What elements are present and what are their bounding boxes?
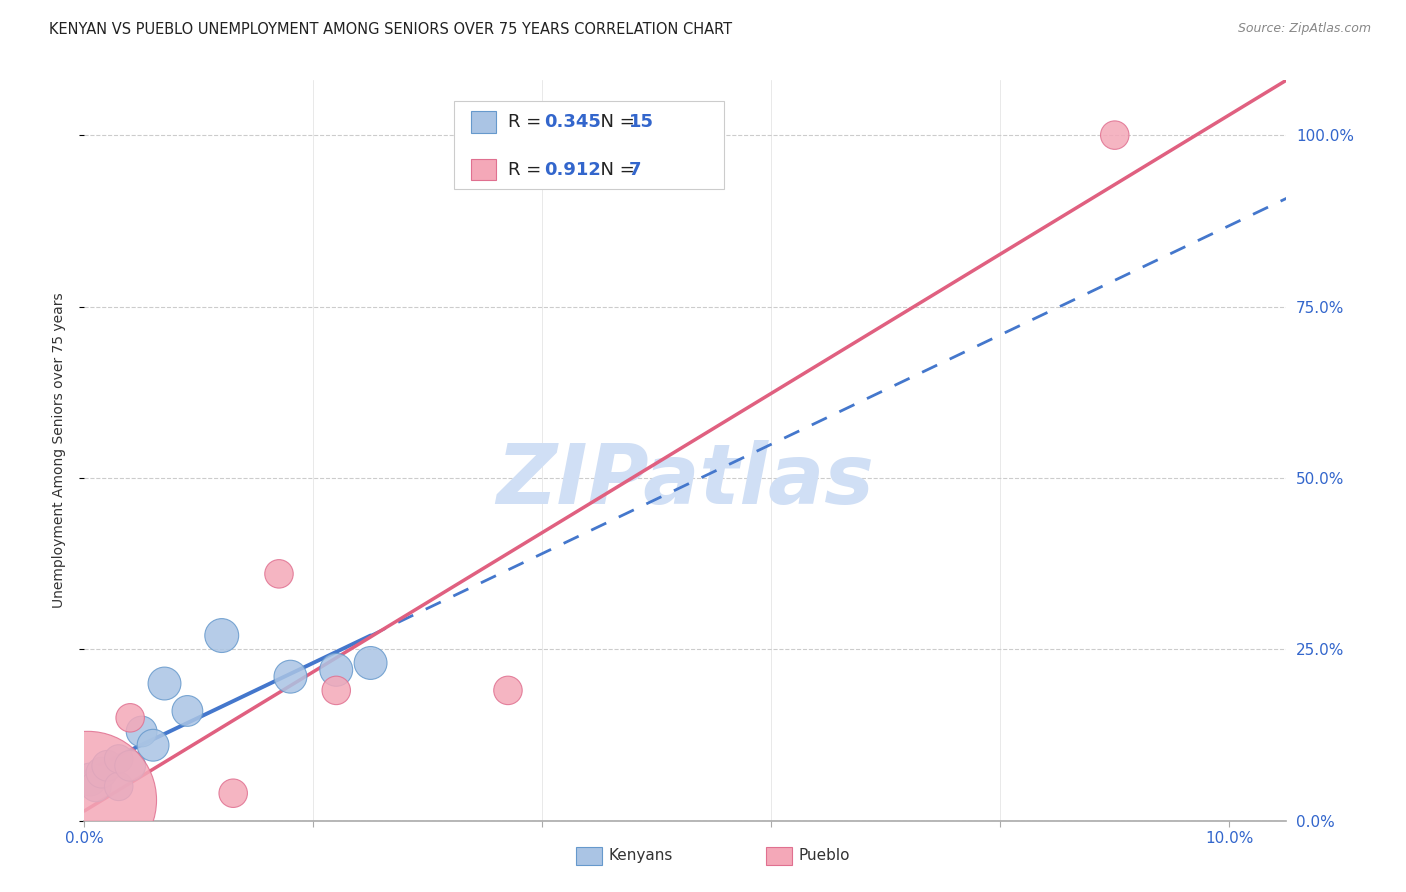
Point <box>84 780 107 794</box>
Text: ZIPatlas: ZIPatlas <box>496 440 875 521</box>
Text: R =: R = <box>508 161 547 178</box>
Text: KENYAN VS PUEBLO UNEMPLOYMENT AMONG SENIORS OVER 75 YEARS CORRELATION CHART: KENYAN VS PUEBLO UNEMPLOYMENT AMONG SENI… <box>49 22 733 37</box>
Text: N =: N = <box>589 113 641 131</box>
Point <box>131 724 153 739</box>
Point <box>107 752 129 766</box>
Text: Source: ZipAtlas.com: Source: ZipAtlas.com <box>1237 22 1371 36</box>
Point <box>280 670 302 684</box>
Point <box>496 683 519 698</box>
Text: 0.345: 0.345 <box>544 113 602 131</box>
Point <box>222 786 245 800</box>
Text: Kenyans: Kenyans <box>609 848 673 863</box>
Text: R =: R = <box>508 113 547 131</box>
Text: N =: N = <box>589 161 641 178</box>
Point <box>176 704 198 718</box>
Point <box>107 780 129 794</box>
Text: 15: 15 <box>628 113 654 131</box>
Point <box>325 683 347 698</box>
Point <box>76 793 98 807</box>
Y-axis label: Unemployment Among Seniors over 75 years: Unemployment Among Seniors over 75 years <box>52 293 66 608</box>
Point <box>267 566 290 581</box>
Point <box>90 765 112 780</box>
Point <box>120 759 142 773</box>
Point <box>79 772 101 787</box>
Point <box>120 711 142 725</box>
Point <box>211 629 233 643</box>
Point <box>360 656 382 670</box>
Text: 7: 7 <box>628 161 641 178</box>
Text: 0.912: 0.912 <box>544 161 602 178</box>
Point <box>325 663 347 677</box>
Text: Pueblo: Pueblo <box>799 848 851 863</box>
Point <box>153 676 176 690</box>
Point <box>96 759 118 773</box>
Point <box>1104 128 1126 142</box>
Point <box>142 738 165 752</box>
